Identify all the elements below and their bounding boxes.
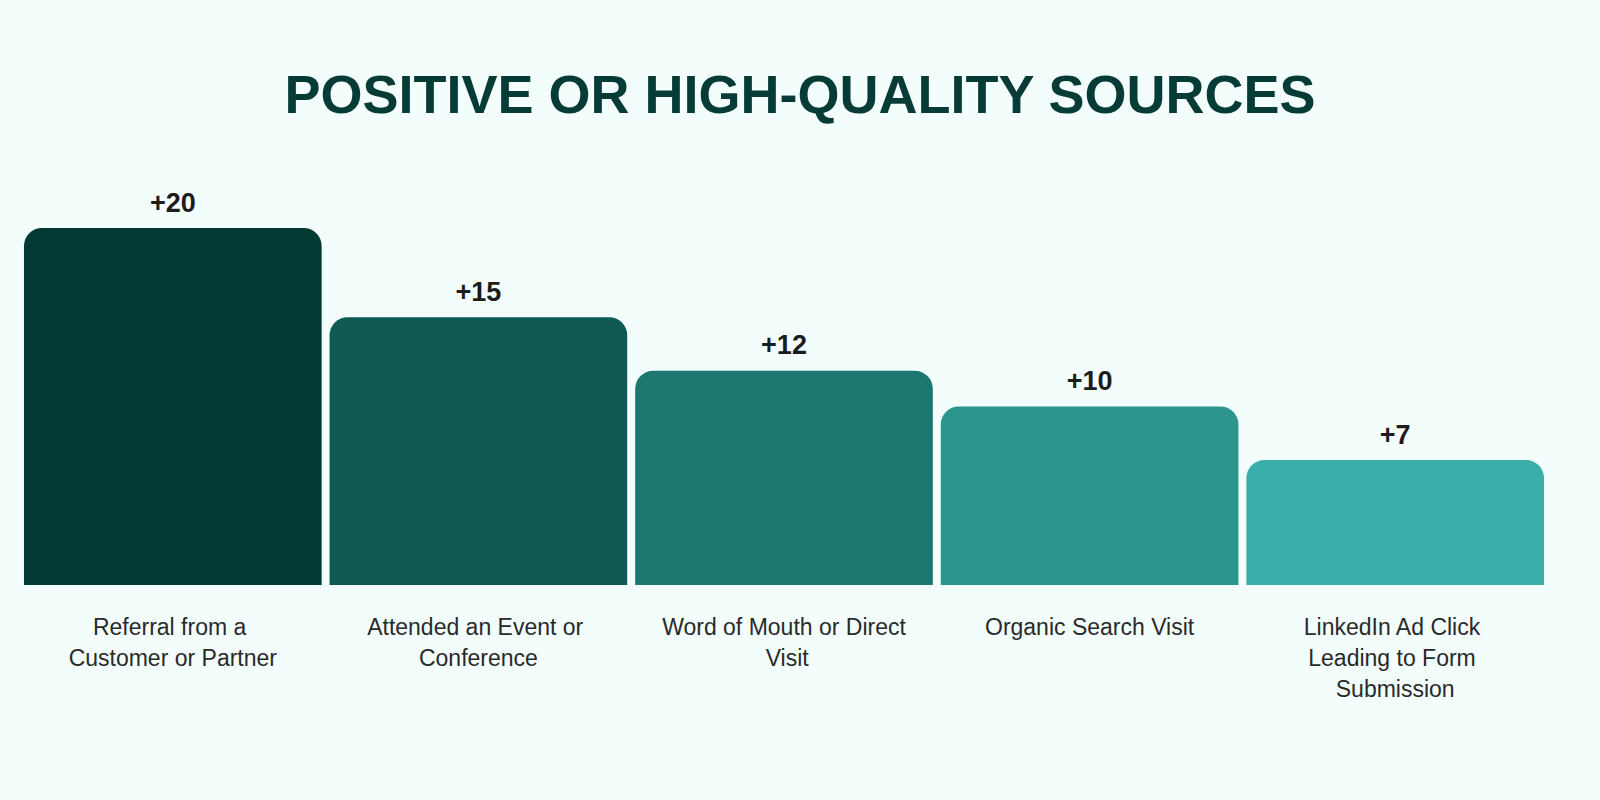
svg-text:Attended an Event or: Attended an Event or [367, 614, 590, 640]
svg-text:Leading to Form: Leading to Form [1308, 645, 1482, 671]
svg-text:+10: +10 [1067, 366, 1113, 396]
svg-text:Word of Mouth or Direct: Word of Mouth or Direct [662, 614, 906, 640]
svg-text:+15: +15 [455, 277, 501, 307]
svg-text:+7: +7 [1380, 420, 1411, 450]
svg-text:LinkedIn Ad Click: LinkedIn Ad Click [1304, 614, 1487, 640]
svg-text:Customer or Partner: Customer or Partner [69, 645, 278, 671]
svg-text:Visit: Visit [759, 645, 809, 671]
svg-text:Submission: Submission [1336, 676, 1455, 702]
svg-text:Conference: Conference [419, 645, 538, 671]
svg-text:Organic Search Visit: Organic Search Visit [985, 614, 1195, 640]
svg-text:POSITIVE OR HIGH-QUALITY SOURC: POSITIVE OR HIGH-QUALITY SOURCES [284, 64, 1315, 124]
svg-text:Referral from a: Referral from a [93, 614, 253, 640]
svg-text:+12: +12 [761, 330, 807, 360]
svg-text:+20: +20 [150, 188, 196, 218]
